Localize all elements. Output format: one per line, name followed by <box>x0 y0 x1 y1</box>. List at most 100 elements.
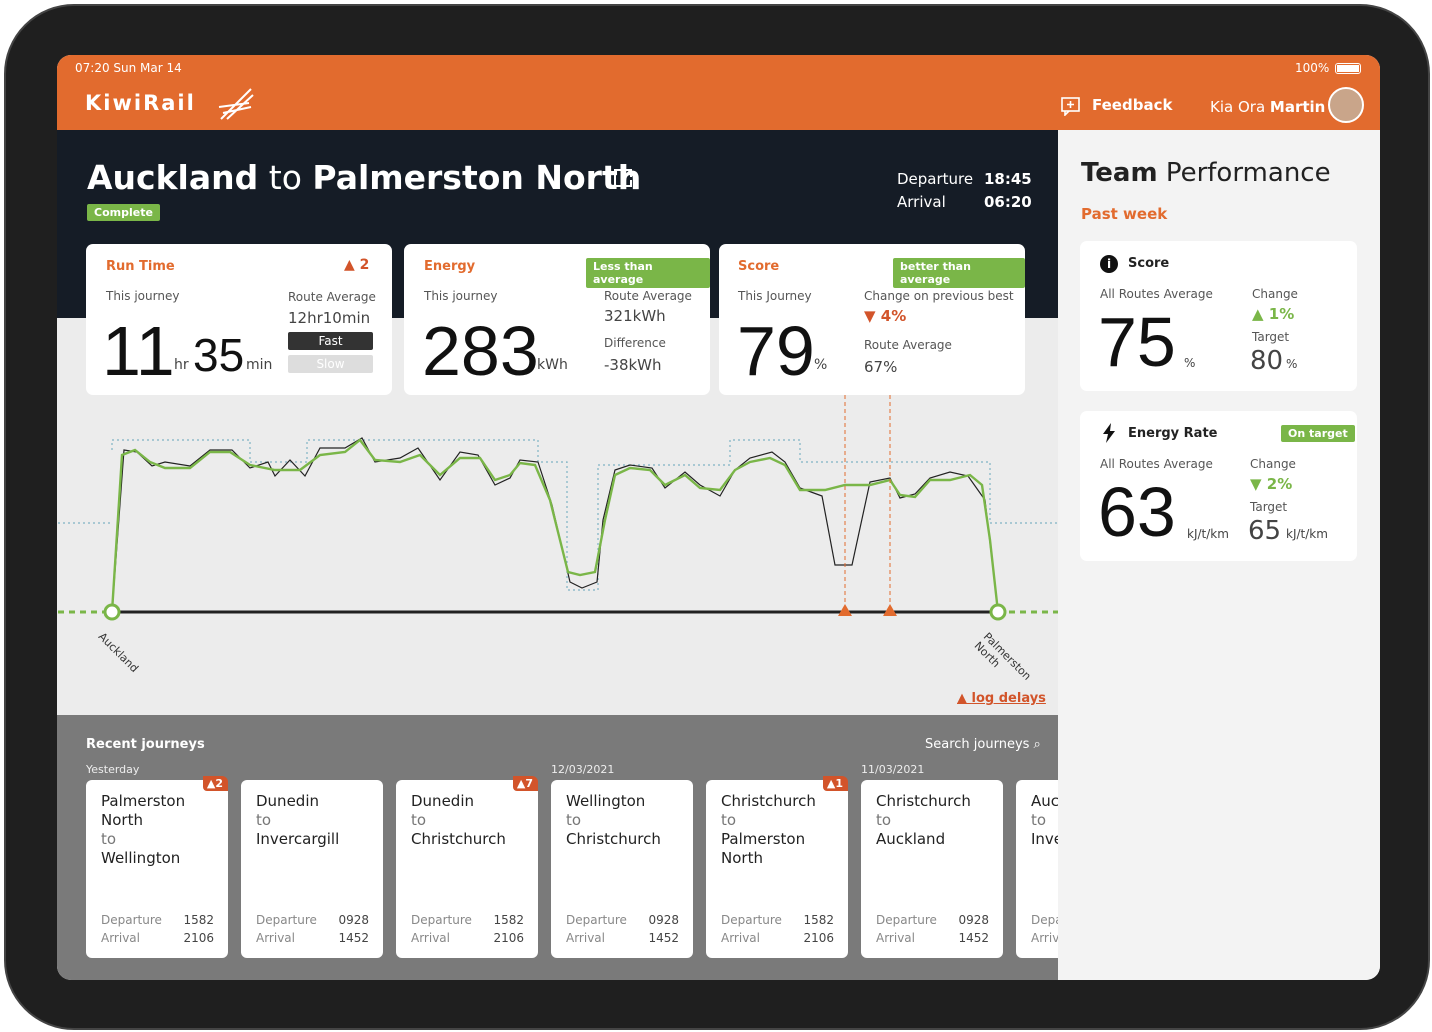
station[interactable] <box>989 603 1007 621</box>
unit: % <box>1286 357 1298 371</box>
badge: better than average <box>893 258 1025 288</box>
arrival-label: Arrival <box>876 931 915 945</box>
badge: On target <box>1281 425 1355 442</box>
route-from: Christchurch <box>876 792 971 810</box>
alert-number: 2 <box>359 257 370 273</box>
arrival-time: 2106 <box>183 931 214 945</box>
label: This journey <box>424 289 498 303</box>
actual-speed <box>111 437 999 613</box>
slow-pill: Slow <box>288 355 373 373</box>
external-link[interactable] <box>612 167 634 189</box>
delay-icon[interactable] <box>838 604 897 616</box>
target-speed <box>110 438 1000 613</box>
log-delays-link[interactable]: ▲ log delays <box>957 691 1046 706</box>
search[interactable]: Search journeys ⌕ <box>925 737 1041 752</box>
card-title: Run Time <box>106 259 175 274</box>
route-to-word: to <box>876 811 892 829</box>
route-from: Palmerston North <box>101 792 186 829</box>
route-to: Auckland <box>876 830 946 848</box>
route-to-word: to <box>1031 811 1047 829</box>
feedback-button[interactable]: Feedback <box>1092 96 1173 114</box>
arrival-label: Arrival <box>1031 931 1058 945</box>
avg-value: 67% <box>864 358 898 376</box>
label: This journey <box>106 289 180 303</box>
arrival-time: 1452 <box>958 931 989 945</box>
departure-label: Departure <box>876 913 937 927</box>
period: Past week <box>1081 205 1168 223</box>
departure-label: Departure <box>411 913 472 927</box>
journey-route: Dunedin to Invercargill <box>256 792 368 849</box>
card-title: Energy Rate <box>1128 426 1218 441</box>
label: Target <box>1250 500 1288 514</box>
route-to-word: to <box>101 830 117 848</box>
route-from: Wellington <box>566 792 646 810</box>
journey-card[interactable]: Palmerston North to Wellington ▲2 Departure A… <box>86 776 228 958</box>
journey-route: Dunedin to Christchurch <box>411 792 523 849</box>
change-number: 1% <box>1268 305 1295 323</box>
avg-value: 321kWh <box>604 307 666 325</box>
journey-route: Wellington to Christchurch <box>566 792 678 849</box>
feedback-icon[interactable] <box>1060 96 1082 116</box>
journey-card[interactable]: Wellington to Christchurch Departure Arrival… <box>551 780 693 958</box>
route-to-word: to <box>411 811 427 829</box>
journey-card[interactable]: Dunedin to Christchurch ▲7 Departure Arrival 1… <box>396 776 538 958</box>
route-from: Dunedin <box>411 792 474 810</box>
fast-pill: Fast <box>288 332 373 350</box>
team-energy-card: Energy Rate On target All Routes Average… <box>1080 411 1357 561</box>
info-icon[interactable]: i <box>1100 255 1118 273</box>
journey-card[interactable]: AucklandtoInvercargill Departure Arrival <box>1016 780 1058 958</box>
label: Target <box>1252 330 1290 344</box>
journey-card[interactable]: Dunedin to Invercargill Departure Arrival 092… <box>241 780 383 958</box>
team-score-card: i Score All Routes Average 75 % Change ▲… <box>1080 241 1357 391</box>
card-title: Score <box>1128 256 1170 271</box>
energy-value: 63 <box>1098 473 1176 551</box>
change-value: ▼ 4% <box>864 307 907 325</box>
alert-count[interactable]: ▲ 2 <box>344 257 370 273</box>
avatar[interactable] <box>1328 87 1364 123</box>
station[interactable] <box>103 603 121 621</box>
arrival-label: Arrival <box>101 931 140 945</box>
route-to: Christchurch <box>411 830 506 848</box>
route-to-word: to <box>566 811 582 829</box>
speed-limit <box>58 439 1058 591</box>
journey-card[interactable]: Christchurch to Auckland Departure Arrival 09… <box>861 780 1003 958</box>
score-value: 75 <box>1098 303 1176 381</box>
journey-from: Auckland <box>87 158 259 197</box>
bolt-icon <box>1103 423 1115 443</box>
energy-unit: kWh <box>537 357 568 373</box>
screen: 07:20 Sun Mar 14 100% KiwiRail Feedback … <box>57 55 1380 980</box>
battery-icon <box>1335 63 1361 74</box>
journey-to: Palmerston North <box>312 158 642 197</box>
team-panel: Team Performance Past week i Score All R… <box>1058 130 1380 980</box>
date-label: Yesterday <box>86 763 140 776</box>
search-text[interactable]: Search journeys <box>925 737 1030 752</box>
journey-route: Palmerston North to Wellington <box>101 792 213 868</box>
energy-value: 283 <box>422 312 539 390</box>
section-title: Recent journeys <box>86 737 205 752</box>
route-to-word: to <box>256 811 272 829</box>
departure-time: 1582 <box>493 913 524 927</box>
label: Route Average <box>604 289 692 303</box>
change: ▼ 2% <box>1250 475 1293 493</box>
departure-label: Departure <box>1031 913 1058 927</box>
arrival-time: 06:20 <box>984 193 1032 211</box>
departure-time: 1582 <box>183 913 214 927</box>
logo[interactable]: KiwiRail <box>85 91 196 115</box>
header: 07:20 Sun Mar 14 100% KiwiRail Feedback … <box>57 55 1380 130</box>
label: Change <box>1252 287 1298 301</box>
score-card: Score better than average This Journey 7… <box>719 244 1025 395</box>
status-time: 07:20 Sun Mar 14 <box>75 61 182 75</box>
journey-card[interactable]: Christchurch to Palmerston North ▲1 Departur… <box>706 776 848 958</box>
score-value: 79 <box>737 312 815 390</box>
date-label: 12/03/2021 <box>551 763 615 776</box>
departure-label: Departure <box>566 913 627 927</box>
change: ▲ 1% <box>1252 305 1295 323</box>
journey-route: Christchurch to Auckland <box>876 792 988 849</box>
label: Route Average <box>288 290 376 304</box>
alert-number: 2 <box>215 777 223 790</box>
log-delays-text[interactable]: log delays <box>971 691 1046 706</box>
departure-label: Departure <box>721 913 782 927</box>
route-from: Auckland <box>1031 792 1058 810</box>
arrival-time: 1452 <box>648 931 679 945</box>
departure-time: 0928 <box>338 913 369 927</box>
